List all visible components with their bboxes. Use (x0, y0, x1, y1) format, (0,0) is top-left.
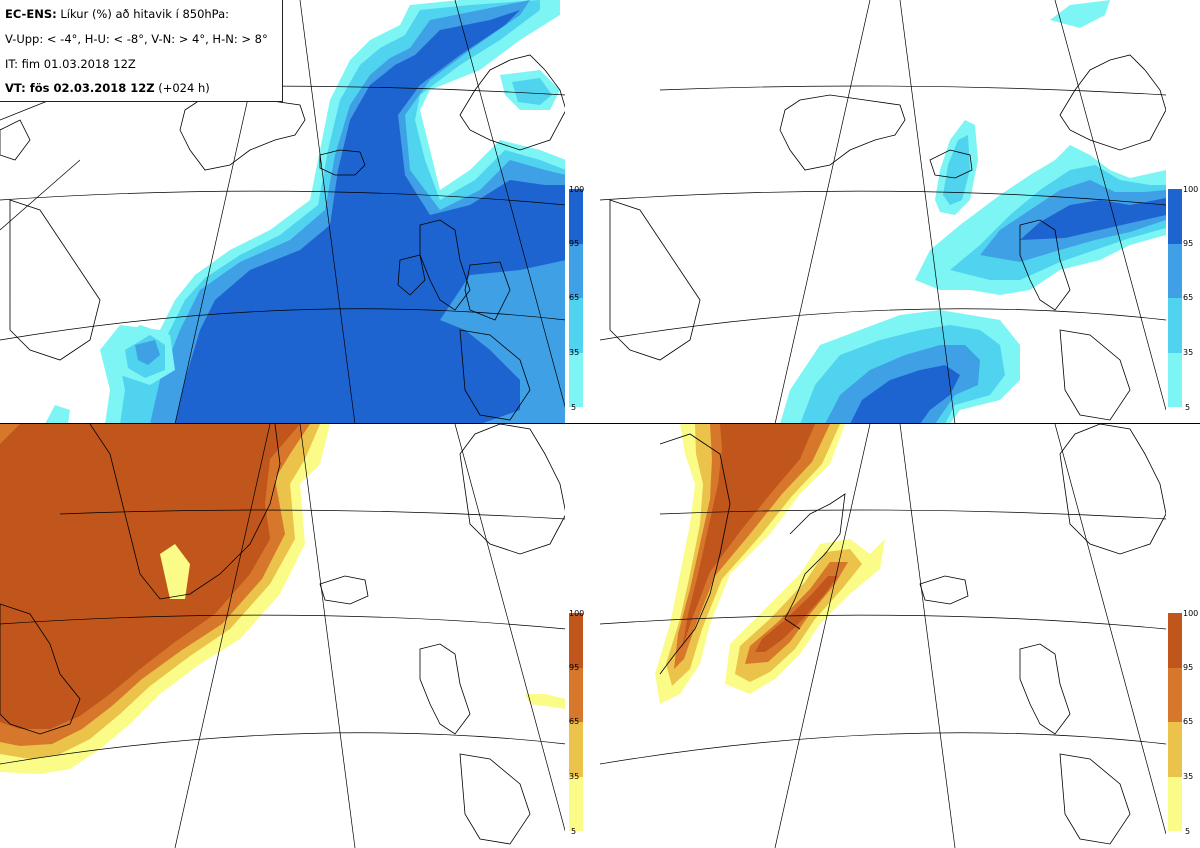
panel-lower-right (600, 424, 1166, 848)
colorbar-segment (1168, 613, 1182, 668)
colorbar-lower-left: 100 95 65 35 5 (569, 613, 599, 831)
colorbar-segment (1168, 298, 1182, 353)
map-lower-right (600, 424, 1166, 848)
model-label: EC-ENS: (5, 7, 57, 21)
probability-field-cold (780, 0, 1166, 424)
colorbar-segment (1168, 244, 1182, 298)
colorbar-segment (569, 298, 583, 353)
map-lower-left (0, 424, 566, 848)
colorbar-segment (1168, 722, 1182, 777)
colorbar-segment (569, 777, 583, 831)
forecast-info-box: EC-ENS: Líkur (%) að hitavik í 850hPa: V… (0, 0, 283, 102)
colorbar-tick-label: 100 (1183, 186, 1198, 194)
colorbar-segment (569, 668, 583, 722)
colorbar-tick-label: 95 (1183, 664, 1193, 672)
colorbar-tick-label: 100 (569, 186, 584, 194)
colorbar-segment (569, 244, 583, 298)
colorbar-tick-label: 35 (1183, 773, 1193, 781)
colorbar-tick-label: 35 (569, 349, 579, 357)
title-line: EC-ENS: Líkur (%) að hitavik í 850hPa: (5, 7, 229, 21)
colorbar-tick-label: 5 (1185, 404, 1190, 412)
probability-field-warm (655, 424, 885, 704)
probability-field-warm (0, 424, 566, 774)
colorbar-segment (1168, 777, 1182, 831)
colorbar-tick-label: 35 (1183, 349, 1193, 357)
colorbar-tick-label: 95 (569, 664, 579, 672)
title-text: Líkur (%) að hitavik í 850hPa: (57, 7, 229, 21)
colorbar-tick-label: 5 (571, 404, 576, 412)
colorbar-segment (569, 189, 583, 244)
colorbar-tick-label: 65 (569, 294, 579, 302)
colorbar-tick-label: 5 (1185, 828, 1190, 836)
colorbar-upper-right: 100 95 65 35 5 (1168, 189, 1198, 407)
panel-lower-left (0, 424, 566, 848)
panel-upper-right (600, 0, 1166, 424)
panel-divider (0, 423, 1200, 424)
colorbar-tick-label: 65 (1183, 718, 1193, 726)
colorbar-segment (569, 722, 583, 777)
colorbar-tick-label: 95 (1183, 240, 1193, 248)
colorbar-tick-label: 95 (569, 240, 579, 248)
colorbar-tick-label: 35 (569, 773, 579, 781)
valid-time: VT: fös 02.03.2018 12Z (5, 81, 155, 95)
colorbar-lower-right: 100 95 65 35 5 (1168, 613, 1198, 831)
colorbar-segment (1168, 668, 1182, 722)
colorbar-upper-left: 100 95 65 35 5 (569, 189, 599, 407)
lead-time: (+024 h) (155, 81, 210, 95)
colorbar-segment (1168, 353, 1182, 407)
colorbar-segment (569, 353, 583, 407)
colorbar-tick-label: 5 (571, 828, 576, 836)
colorbar-segment (1168, 189, 1182, 244)
init-time: IT: fim 01.03.2018 12Z (5, 57, 136, 71)
colorbar-tick-label: 100 (1183, 610, 1198, 618)
colorbar-segment (569, 613, 583, 668)
map-upper-right (600, 0, 1166, 424)
colorbar-tick-label: 65 (1183, 294, 1193, 302)
valid-time-line: VT: fös 02.03.2018 12Z (+024 h) (5, 81, 210, 95)
colorbar-tick-label: 100 (569, 610, 584, 618)
thresholds-line: V-Upp: < -4°, H-U: < -8°, V-N: > 4°, H-N… (5, 32, 268, 46)
colorbar-tick-label: 65 (569, 718, 579, 726)
